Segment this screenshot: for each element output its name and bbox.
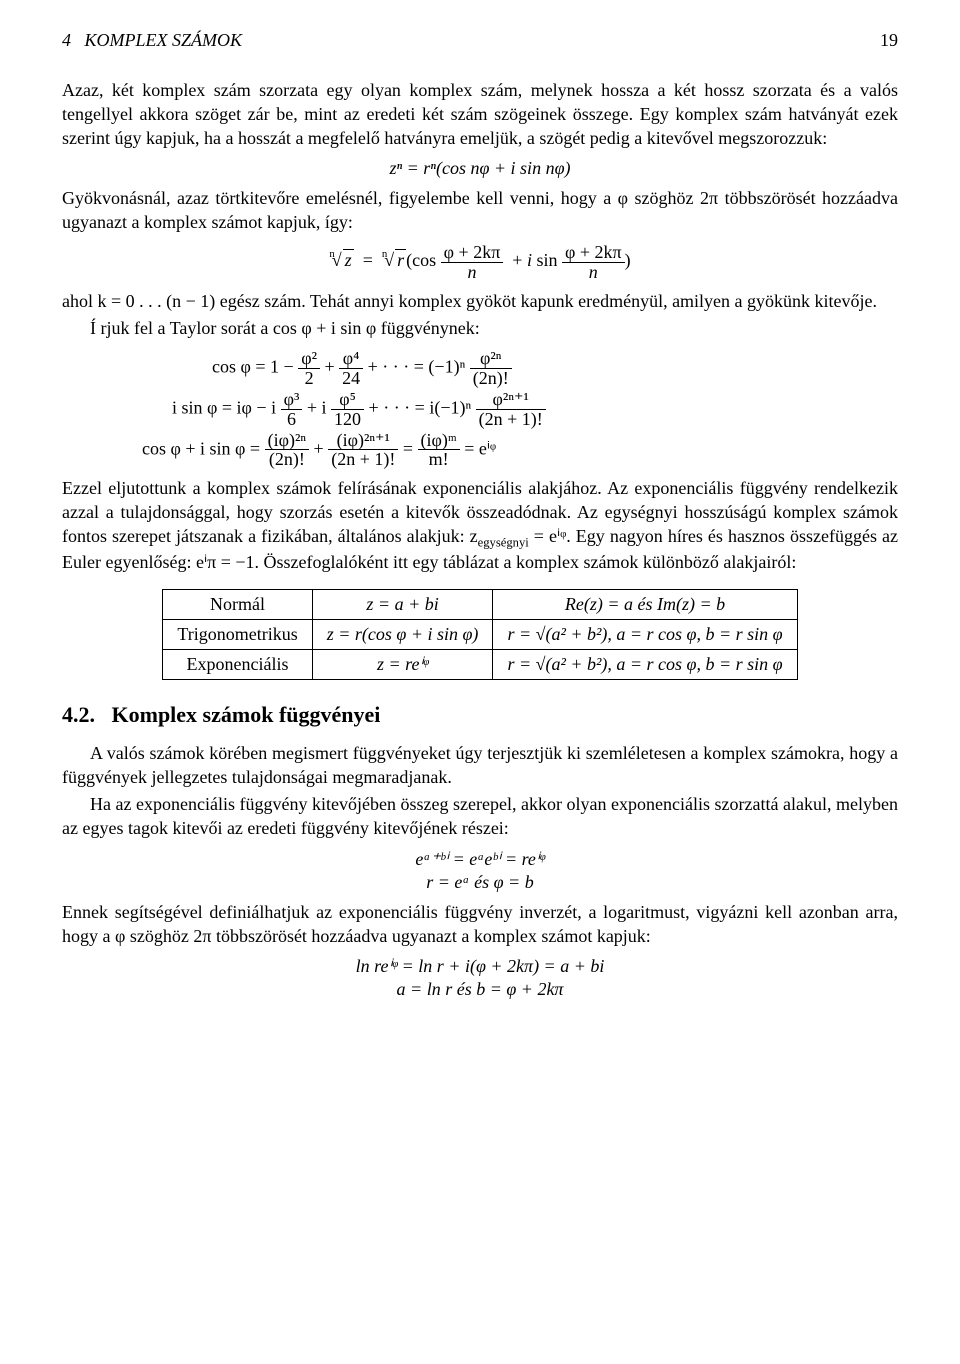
table-cell: Re(z) = a és Im(z) = b [493, 589, 797, 619]
equation: nz = nr(cos φ + 2kπn + i sin φ + 2kπn) [62, 243, 898, 282]
paragraph: Ezzel eljutottunk a komplex számok felír… [62, 477, 898, 574]
equation-line: a = ln r és b = φ + 2kπ [62, 979, 898, 1000]
equation-line: cos φ = 1 − φ²2 + φ⁴24 + · · · = (−1)ⁿ φ… [142, 349, 898, 388]
equation-line: r = eᵃ és φ = b [62, 872, 898, 893]
table-cell: Normál [163, 589, 312, 619]
paragraph: Azaz, két komplex szám szorzata egy olya… [62, 79, 898, 150]
paragraph: Ennek segítségével definiálhatjuk az exp… [62, 901, 898, 949]
table-cell: r = √(a² + b²), a = r cos φ, b = r sin φ [493, 619, 797, 649]
paragraph: Ha az exponenciális függvény kitevőjében… [62, 793, 898, 841]
table-row: Trigonometrikus z = r(cos φ + i sin φ) r… [163, 619, 797, 649]
table-cell: Trigonometrikus [163, 619, 312, 649]
page: 4 KOMPLEX SZÁMOK 19 Azaz, két komplex sz… [0, 0, 960, 1364]
equation-line: i sin φ = iφ − i φ³6 + i φ⁵120 + · · · =… [142, 390, 898, 429]
table-cell: r = √(a² + b²), a = r cos φ, b = r sin φ [493, 649, 797, 679]
equation-block: eᵃ⁺ᵇⁱ = eᵃeᵇⁱ = reⁱᵠ r = eᵃ és φ = b [62, 849, 898, 893]
table-cell: z = reⁱᵠ [312, 649, 493, 679]
equation-line: cos φ + i sin φ = (iφ)²ⁿ(2n)! + (iφ)²ⁿ⁺¹… [142, 431, 898, 470]
equation-block: ln reⁱᵠ = ln r + i(φ + 2kπ) = a + bi a =… [62, 956, 898, 1000]
paragraph: Í rjuk fel a Taylor sorát a cos φ + i si… [62, 317, 898, 341]
table-cell: z = a + bi [312, 589, 493, 619]
equation-root-expr: nz = nr(cos φ + 2kπn + i sin φ + 2kπn) [329, 250, 630, 270]
running-header: 4 KOMPLEX SZÁMOK 19 [62, 30, 898, 51]
header-section-title: KOMPLEX SZÁMOK [85, 30, 243, 50]
forms-table: Normál z = a + bi Re(z) = a és Im(z) = b… [162, 589, 797, 680]
section-number: 4.2. [62, 702, 95, 727]
header-section: 4 KOMPLEX SZÁMOK [62, 30, 242, 50]
equation-block: cos φ = 1 − φ²2 + φ⁴24 + · · · = (−1)ⁿ φ… [142, 349, 898, 469]
header-page-number: 19 [880, 30, 898, 51]
paragraph: ahol k = 0 . . . (n − 1) egész szám. Teh… [62, 290, 898, 314]
header-section-num: 4 [62, 30, 71, 50]
section-title: Komplex számok függvényei [112, 702, 381, 727]
table-row: Exponenciális z = reⁱᵠ r = √(a² + b²), a… [163, 649, 797, 679]
equation-text: zⁿ = rⁿ(cos nφ + i sin nφ) [389, 158, 570, 178]
equation-line: ln reⁱᵠ = ln r + i(φ + 2kπ) = a + bi [62, 956, 898, 977]
table-cell: z = r(cos φ + i sin φ) [312, 619, 493, 649]
paragraph: Gyökvonásnál, azaz törtkitevőre emelésné… [62, 187, 898, 235]
equation: zⁿ = rⁿ(cos nφ + i sin nφ) [62, 158, 898, 179]
equation-line: eᵃ⁺ᵇⁱ = eᵃeᵇⁱ = reⁱᵠ [62, 849, 898, 870]
table-cell: Exponenciális [163, 649, 312, 679]
table-row: Normál z = a + bi Re(z) = a és Im(z) = b [163, 589, 797, 619]
paragraph: A valós számok körében megismert függvén… [62, 742, 898, 790]
section-heading: 4.2. Komplex számok függvényei [62, 702, 898, 728]
